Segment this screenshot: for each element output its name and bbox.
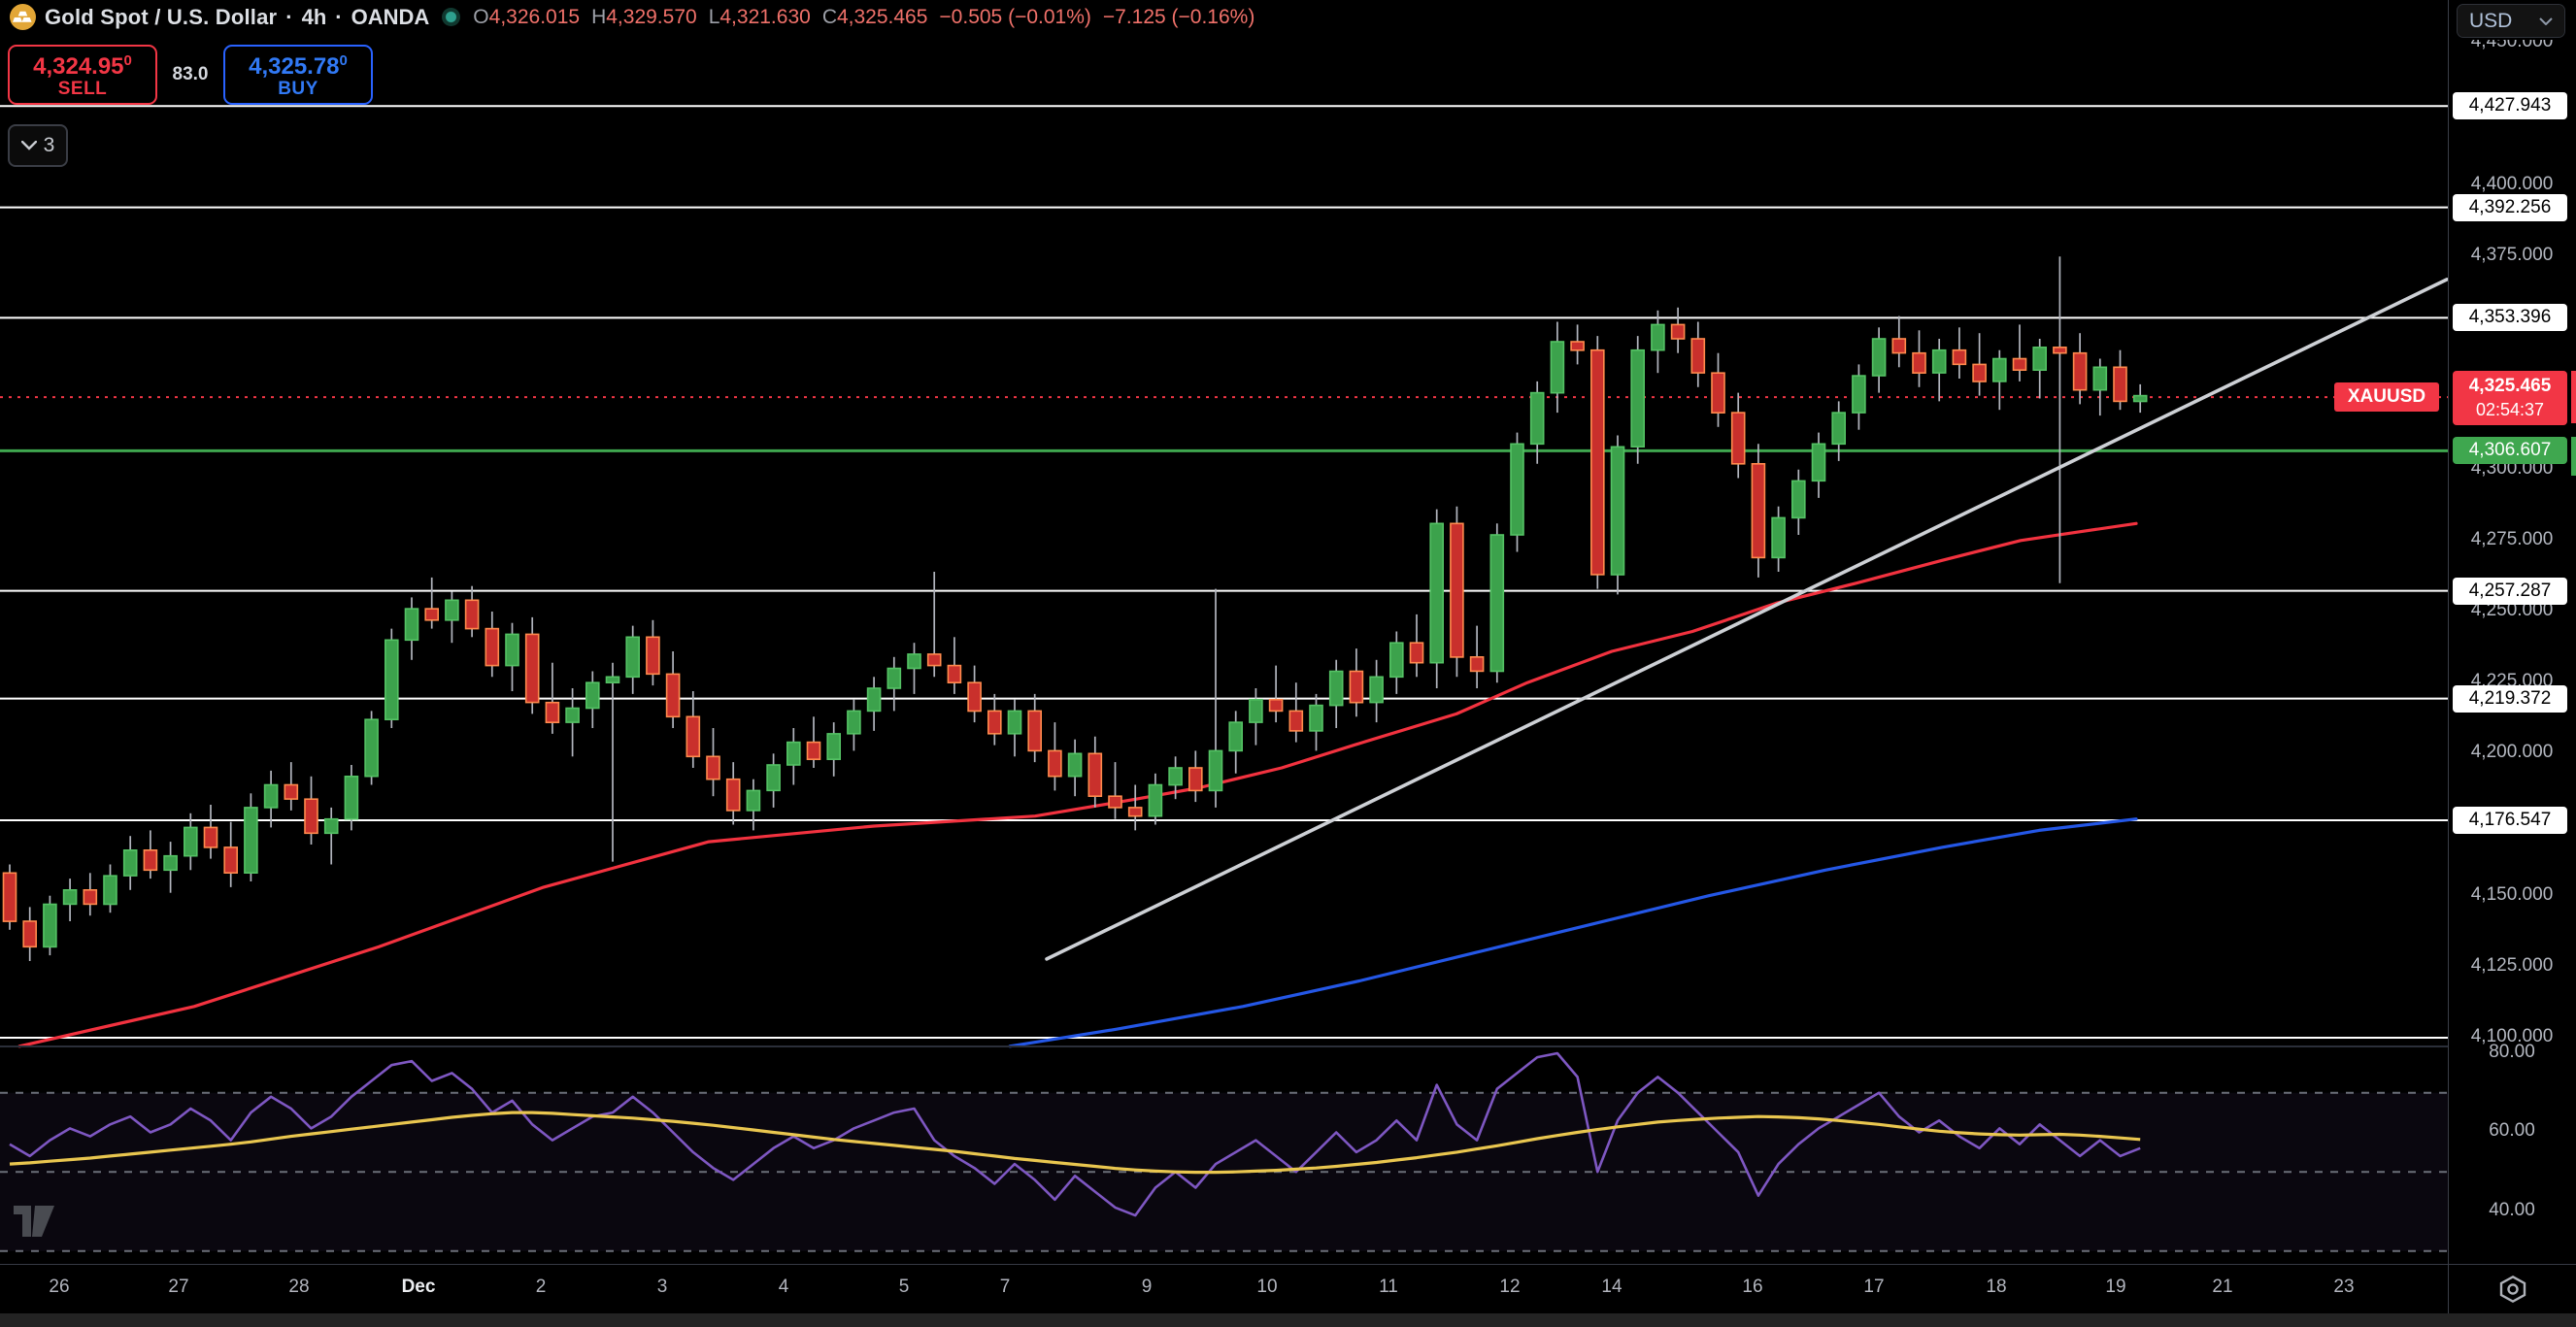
time-axis-label: 10 xyxy=(1256,1277,1278,1297)
price-level-chip: 4,219.372 xyxy=(2453,684,2567,713)
object-count: 3 xyxy=(43,134,55,156)
tradingview-logo-icon xyxy=(14,1206,54,1237)
current-price-chip: 4,325.465 02:54:37 xyxy=(2453,371,2567,426)
time-axis-label: 19 xyxy=(2105,1277,2126,1297)
time-axis-label: 11 xyxy=(1379,1277,1398,1297)
high-value: 4,329.570 xyxy=(606,5,697,28)
time-axis-label: 26 xyxy=(49,1277,70,1297)
open-value: 4,326.015 xyxy=(488,5,581,28)
time-axis-label: 18 xyxy=(1986,1277,2007,1297)
axis-tick: 4,150.000 xyxy=(2470,883,2554,905)
sell-button[interactable]: 4,324.950 SELL xyxy=(8,45,157,105)
spread-value: 83.0 xyxy=(172,64,209,84)
time-axis-label: 9 xyxy=(1141,1277,1153,1297)
market-status-icon xyxy=(442,8,461,26)
time-axis-label: 12 xyxy=(1499,1277,1521,1297)
time-axis-label: 28 xyxy=(288,1277,310,1297)
axis-tick: 4,375.000 xyxy=(2470,245,2554,266)
object-tree-button[interactable]: 3 xyxy=(8,124,68,167)
price-level-chip: 4,427.943 xyxy=(2453,92,2567,120)
time-axis-label: Dec xyxy=(401,1277,436,1297)
separator-dot: · xyxy=(285,4,293,29)
bid-edge-marker xyxy=(2571,437,2576,477)
axis-tick: 4,250.000 xyxy=(2470,600,2554,620)
axis-tick: 80.00 xyxy=(2489,1042,2535,1062)
time-axis-label: 14 xyxy=(1601,1277,1623,1297)
price-level-chip: 4,176.547 xyxy=(2453,806,2567,834)
time-axis-label: 17 xyxy=(1863,1277,1885,1297)
axis-tick: 60.00 xyxy=(2489,1120,2535,1142)
axis-tick: 40.00 xyxy=(2489,1199,2535,1220)
exchange-label[interactable]: OANDA xyxy=(351,4,430,29)
axis-tick: 4,100.000 xyxy=(2470,1026,2554,1046)
separator-dot: · xyxy=(335,4,343,29)
low-value: 4,321.630 xyxy=(719,5,811,28)
chart-canvas[interactable] xyxy=(0,0,2448,1264)
price-axis[interactable]: 4,450.000 USD 4,400.000 4,375.000 4,300.00… xyxy=(2448,0,2576,1312)
gold-symbol-icon xyxy=(10,4,36,30)
price-level-chip: 4,392.256 xyxy=(2453,193,2567,221)
time-axis-label: 2 xyxy=(535,1277,547,1297)
chevron-down-icon xyxy=(2539,17,2553,25)
axis-tick: 4,125.000 xyxy=(2470,954,2554,976)
time-axis-label: 4 xyxy=(778,1277,789,1297)
axis-tick: 4,200.000 xyxy=(2470,742,2554,763)
symbol-title[interactable]: Gold Spot / U.S. Dollar xyxy=(45,4,278,29)
time-axis-label: 3 xyxy=(656,1277,668,1297)
scrollbar-strip[interactable] xyxy=(0,1312,2576,1327)
time-axis[interactable]: 26 27 28 Dec 2 3 4 5 7 9 10 11 12 14 16 17 18 19 21 23 xyxy=(0,1264,2576,1313)
time-axis-label: 7 xyxy=(999,1277,1011,1297)
chevron-down-icon xyxy=(20,141,37,150)
buy-button[interactable]: 4,325.780 BUY xyxy=(223,45,373,105)
symbol-price-tag: XAUUSD xyxy=(2334,382,2439,413)
sell-label: SELL xyxy=(57,79,108,99)
time-axis-label: 21 xyxy=(2212,1277,2233,1297)
buy-label: BUY xyxy=(278,79,318,99)
ask-edge-marker xyxy=(2571,371,2576,424)
change-value: −0.505 (−0.01%) xyxy=(939,5,1091,28)
time-axis-label: 23 xyxy=(2333,1277,2355,1297)
time-axis-label: 5 xyxy=(898,1277,910,1297)
time-axis-label: 27 xyxy=(168,1277,189,1297)
ohlc-readout: O4,326.015 H4,329.570 L4,321.630 C4,325.… xyxy=(473,5,1255,28)
axis-tick-partial: 4,450.000 xyxy=(2470,40,2554,51)
time-axis-label: 16 xyxy=(1742,1277,1763,1297)
axis-tick: 4,400.000 xyxy=(2470,174,2554,194)
axis-tick: 4,275.000 xyxy=(2470,528,2554,549)
change-points-value: −7.125 (−0.16%) xyxy=(1102,5,1255,28)
axis-settings-icon[interactable] xyxy=(2497,1275,2528,1304)
trade-panel: 4,324.950 SELL 83.0 4,325.780 BUY xyxy=(8,45,373,105)
close-value: 4,325.465 xyxy=(836,5,928,28)
axis-divider xyxy=(2448,0,2449,1312)
timeframe-label[interactable]: 4h xyxy=(301,4,327,29)
price-level-chip: 4,353.396 xyxy=(2453,304,2567,332)
price-level-chip: 4,257.287 xyxy=(2453,577,2567,605)
symbol-legend: Gold Spot / U.S. Dollar · 4h · OANDA O4,… xyxy=(10,4,1255,30)
currency-unit-button[interactable]: USD xyxy=(2457,4,2565,38)
green-level-chip: 4,306.607 xyxy=(2453,437,2567,465)
